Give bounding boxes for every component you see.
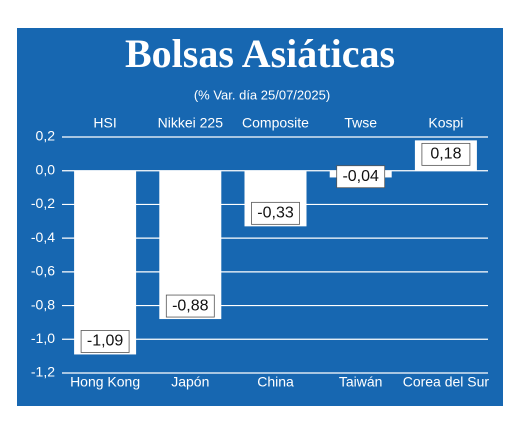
chart-title: Bolsas Asiáticas (125, 31, 395, 76)
index-label: Nikkei 225 (158, 115, 224, 131)
value-label-box (165, 294, 215, 318)
value-label: -0,88 (172, 297, 209, 314)
bar (74, 170, 137, 355)
index-label: HSI (93, 115, 116, 131)
y-tick-label: 0,0 (36, 161, 56, 177)
value-label: -0,04 (342, 168, 379, 185)
index-label: Composite (242, 115, 309, 131)
bar (159, 170, 222, 320)
value-label-box (336, 165, 386, 189)
x-tick-label: Japón (171, 374, 209, 390)
value-label-box (80, 330, 130, 353)
x-tick-label: Hong Kong (70, 374, 140, 390)
y-tick-label: -0,4 (31, 229, 55, 245)
index-label: Kospi (428, 115, 463, 131)
x-tick-label: China (257, 374, 294, 390)
index-label: Twse (344, 115, 377, 131)
x-tick-label: Taiwán (339, 374, 383, 390)
y-tick-label: -0,8 (31, 296, 55, 312)
y-tick-label: -1,0 (31, 330, 55, 346)
x-tick-label: Corea del Sur (403, 374, 490, 390)
y-tick-label: -1,2 (31, 364, 55, 380)
y-tick-label: -0,2 (31, 195, 55, 211)
value-label: -1,09 (87, 333, 124, 350)
value-label: 0,18 (430, 146, 461, 163)
y-tick-label: 0,2 (36, 128, 56, 144)
value-label: -0,33 (257, 205, 294, 222)
chart-subtitle: (% Var. día 25/07/2025) (194, 87, 330, 102)
value-label-box (421, 142, 471, 166)
value-label-box (251, 201, 300, 225)
y-tick-label: -0,6 (31, 263, 55, 279)
